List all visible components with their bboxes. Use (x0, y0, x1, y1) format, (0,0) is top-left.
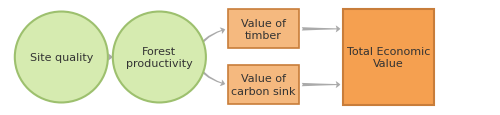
Text: Value of
timber: Value of timber (241, 19, 286, 41)
Ellipse shape (15, 12, 108, 103)
Text: Total Economic
Value: Total Economic Value (346, 46, 430, 69)
Text: Value of
carbon sink: Value of carbon sink (231, 74, 296, 96)
Ellipse shape (113, 12, 206, 103)
Text: Site quality: Site quality (30, 53, 93, 62)
FancyBboxPatch shape (343, 10, 434, 105)
FancyBboxPatch shape (228, 65, 299, 104)
FancyBboxPatch shape (228, 10, 299, 49)
Text: Forest
productivity: Forest productivity (126, 46, 192, 69)
